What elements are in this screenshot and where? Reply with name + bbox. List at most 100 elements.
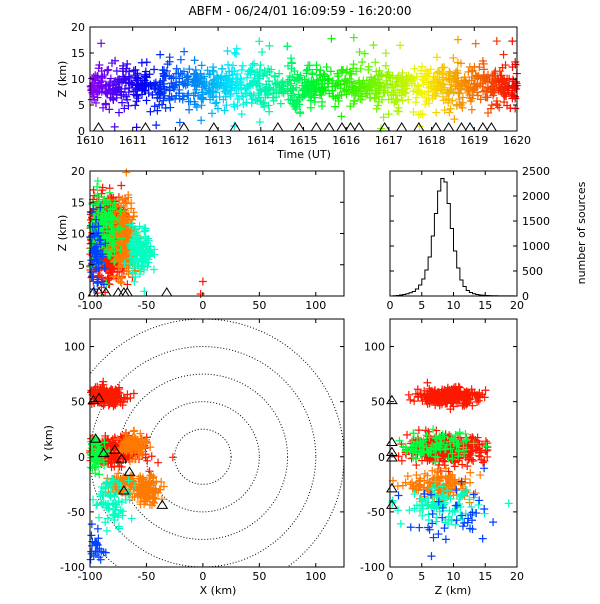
source-point [375,66,384,75]
source-point [184,72,193,81]
source-point [271,78,280,87]
source-point [417,89,426,98]
source-point [456,59,465,68]
source-point [204,86,213,95]
source-point [180,79,189,88]
y-tick-label: 15 [71,47,85,60]
source-point [412,501,421,510]
source-point [484,108,493,117]
source-point [110,256,119,265]
source-point [235,94,244,103]
source-point [141,478,150,487]
source-point [258,48,267,57]
source-point [497,86,506,95]
source-point [222,71,231,80]
source-point [221,89,230,98]
source-point [464,454,473,463]
source-point [397,456,406,465]
source-point [449,402,458,411]
source-point [442,392,451,401]
range-ring [90,346,317,567]
station-marker [89,433,102,443]
source-point [283,42,292,51]
source-point [423,447,432,456]
source-point [139,438,148,447]
station-marker [117,485,130,495]
source-point [485,75,494,84]
source-point [471,39,480,48]
source-point [94,534,103,543]
source-point [276,99,285,108]
source-point [213,104,222,113]
source-point [487,101,496,110]
source-point [489,79,498,88]
source-point [140,287,149,296]
source-point [126,394,135,403]
source-point [112,202,121,211]
time-height-ticks: 1610 1611 1612 1613 1614 1615 1616 1617 1618 1619… [71,21,531,147]
z-y-xlabel: Z (km) [435,584,472,597]
source-point [118,401,127,410]
source-point [466,510,475,519]
source-point [312,85,321,94]
source-point [109,402,118,411]
station-marker [121,287,134,297]
source-point [132,81,141,90]
source-point [264,101,273,110]
source-point [446,104,455,113]
source-point [166,103,175,112]
source-point [96,235,105,244]
source-point [445,506,454,515]
source-point [133,249,142,258]
source-point [124,193,133,202]
source-point [121,495,130,504]
source-point [439,92,448,101]
source-point [443,89,452,98]
source-point [105,188,114,197]
source-point [337,112,346,121]
source-point [429,425,438,434]
source-point [131,65,140,74]
source-point [480,464,489,473]
source-point [93,445,102,454]
source-point [148,474,157,483]
source-point [216,74,225,83]
time-height-ylabel: Z (km) [56,61,69,98]
source-point [125,228,134,237]
x-tick-label: 0 [199,570,206,583]
source-point [142,247,151,256]
x-tick-label: 1613 [204,134,232,147]
x-tick-label: 1616 [332,134,360,147]
source-point [145,70,154,79]
x-tick-label: 15 [478,570,492,583]
source-point [131,434,140,443]
station-marker [336,122,348,132]
source-point [86,555,95,564]
source-point [207,109,216,118]
source-point [246,67,255,76]
source-point [109,94,118,103]
source-point [444,98,453,107]
source-point [109,272,118,281]
source-point [455,453,464,462]
source-point [356,64,365,73]
source-point [90,191,99,200]
source-point [414,426,423,435]
source-point [267,65,276,74]
source-point [109,240,118,249]
source-point [286,79,295,88]
source-point [239,100,248,109]
source-point [147,452,156,461]
source-point [312,61,321,70]
source-point [217,80,226,89]
source-point [121,198,130,207]
source-point [404,390,413,399]
station-marker [160,287,173,297]
source-point [429,533,438,542]
station-marker [139,122,152,132]
source-point [115,108,124,117]
source-point [136,429,145,438]
source-point [151,487,160,496]
source-point [287,59,296,68]
